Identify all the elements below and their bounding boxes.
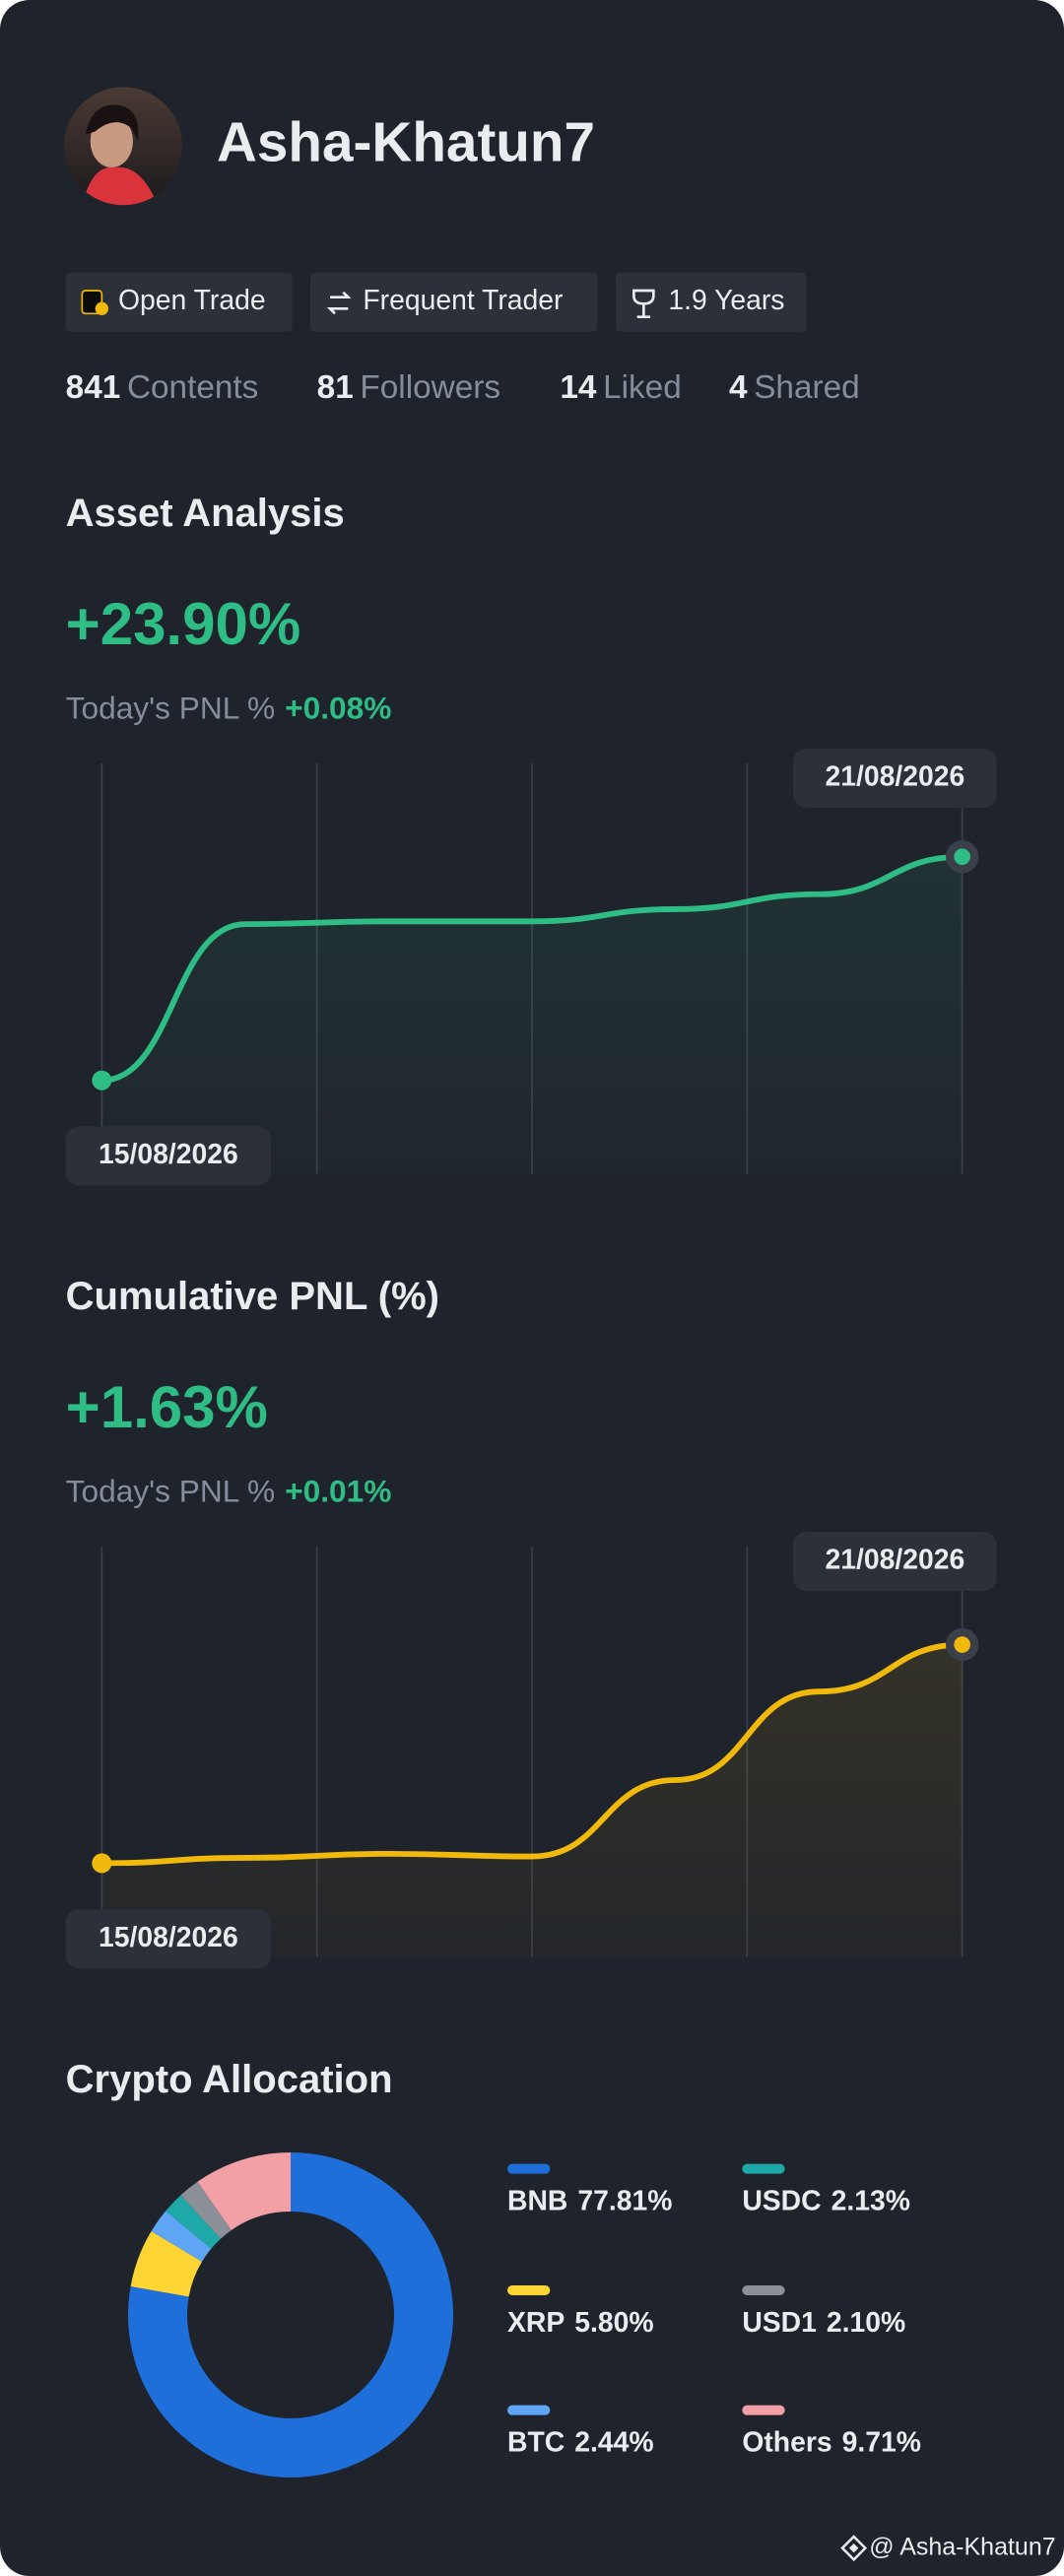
donut-slice [151, 2211, 212, 2262]
line [99, 1641, 965, 1867]
avatar [64, 87, 182, 206]
legend-entry: USD1 2.10% [742, 2307, 905, 2339]
legend-value: 9.71% [842, 2427, 921, 2459]
legend-name: BNB [507, 2186, 567, 2217]
pnl-line: Today's PNL % +0.01% [66, 1474, 392, 1509]
legend-swatch [742, 2405, 785, 2415]
donut-slice [180, 2181, 232, 2239]
donut-slice [130, 2230, 203, 2297]
end-point [954, 848, 970, 866]
start-point [92, 1070, 112, 1090]
badge-label: 1.9 Years [668, 285, 784, 316]
stat: 841 Contents [66, 369, 259, 406]
badge-box [65, 272, 293, 332]
stat: 81 Followers [317, 369, 500, 406]
stat-label: Liked [603, 369, 682, 406]
date-box [793, 1532, 997, 1591]
legend-entry: BNB 77.81% [507, 2186, 672, 2217]
donut-slice [166, 2195, 222, 2249]
end-point [954, 1636, 970, 1653]
section-value: +1.63% [66, 1374, 268, 1440]
section-title: Cumulative PNL (%) [66, 1275, 439, 1318]
line [99, 853, 965, 1084]
badge-box [310, 272, 598, 332]
legend-value: 77.81% [577, 2186, 672, 2217]
stat-value: 14 [560, 369, 597, 406]
legend-swatch [507, 2163, 551, 2174]
legend-entry: XRP 5.80% [507, 2307, 654, 2339]
start-date: 15/08/2026 [99, 1139, 238, 1170]
section-value: +23.90% [66, 591, 301, 657]
legend-name: BTC [507, 2427, 565, 2459]
line-area [101, 856, 963, 1174]
pnl-line: Today's PNL % +0.08% [66, 691, 392, 726]
pnl-label: Today's PNL % [66, 1474, 276, 1509]
legend-swatch [742, 2163, 785, 2174]
donut-slice [128, 2152, 454, 2477]
legend-entry: USDC 2.13% [742, 2186, 910, 2217]
stat-value: 841 [66, 369, 121, 406]
legend-entry: BTC 2.44% [507, 2427, 654, 2459]
badge-label: Frequent Trader [363, 285, 563, 316]
legend-value: 2.13% [831, 2186, 910, 2217]
badge-label: Open Trade [118, 285, 266, 316]
badge-box [616, 272, 807, 332]
date-box [65, 1909, 272, 1969]
stat-label: Followers [360, 369, 500, 406]
legend-swatch [507, 2405, 551, 2415]
section-title: Asset Analysis [66, 492, 345, 535]
legend-name: Others [742, 2427, 831, 2459]
stat-label: Contents [127, 369, 258, 406]
donut-slice [197, 2152, 291, 2230]
watermark: @ Asha-Khatun7 [869, 2533, 1055, 2560]
stat-label: Shared [754, 369, 859, 406]
stat: 4 Shared [729, 369, 860, 406]
legend-value: 5.80% [574, 2307, 653, 2339]
stat: 14 Liked [560, 369, 681, 406]
start-point [92, 1853, 112, 1874]
badge-icons [81, 289, 655, 319]
section-title: Crypto Allocation [66, 2058, 393, 2101]
legend-value: 2.44% [574, 2427, 653, 2459]
legend-entry: Others 9.71% [742, 2427, 921, 2459]
legend-name: XRP [507, 2307, 565, 2339]
legend-name: USD1 [742, 2307, 817, 2339]
line-area [101, 1644, 963, 1957]
pnl-value: +0.08% [285, 691, 391, 726]
pnl-value: +0.01% [285, 1474, 391, 1509]
stat-value: 81 [317, 369, 354, 406]
legend-swatch [742, 2285, 785, 2295]
end-date: 21/08/2026 [825, 1544, 964, 1575]
date-box [793, 749, 997, 808]
legend-swatch [507, 2285, 551, 2295]
end-date: 21/08/2026 [825, 760, 964, 792]
user-name: Asha-Khatun7 [217, 111, 595, 173]
start-date: 15/08/2026 [99, 1922, 238, 1953]
pnl-label: Today's PNL % [66, 691, 276, 726]
stat-value: 4 [729, 369, 748, 406]
legend-name: USDC [742, 2186, 821, 2217]
date-box [65, 1126, 272, 1186]
legend-value: 2.10% [827, 2307, 905, 2339]
